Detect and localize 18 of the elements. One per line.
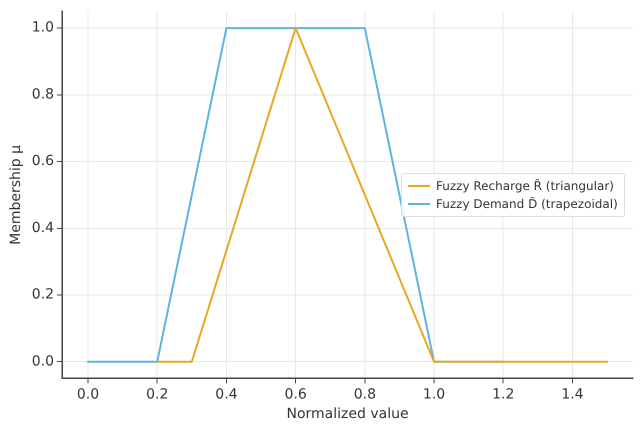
y-tick-label: 0.8 [32, 86, 54, 102]
x-tick-label: 1.0 [422, 386, 446, 402]
legend-label: Fuzzy Recharge R̃ (triangular) [436, 178, 614, 195]
x-tick-label: 0.8 [354, 386, 376, 402]
y-tick-label: 0.0 [32, 353, 54, 370]
x-tick-label: 0.4 [215, 386, 238, 402]
x-axis-title: Normalized value [286, 406, 409, 422]
x-tick-label: 1.4 [561, 386, 584, 402]
y-tick-label: 0.4 [32, 220, 54, 236]
x-tick-label: 0.6 [284, 386, 307, 402]
y-tick-label: 0.2 [32, 286, 54, 303]
y-tick-label: 1.0 [32, 20, 54, 36]
y-tick-label: 0.6 [32, 153, 54, 170]
x-tick-label: 0.2 [146, 386, 168, 402]
y-axis-title: Membership μ [8, 144, 24, 245]
legend-label: Fuzzy Demand D̃ (trapezoidal) [436, 196, 618, 213]
x-tick-label: 0.0 [76, 386, 100, 402]
x-tick-label: 1.2 [492, 386, 514, 402]
